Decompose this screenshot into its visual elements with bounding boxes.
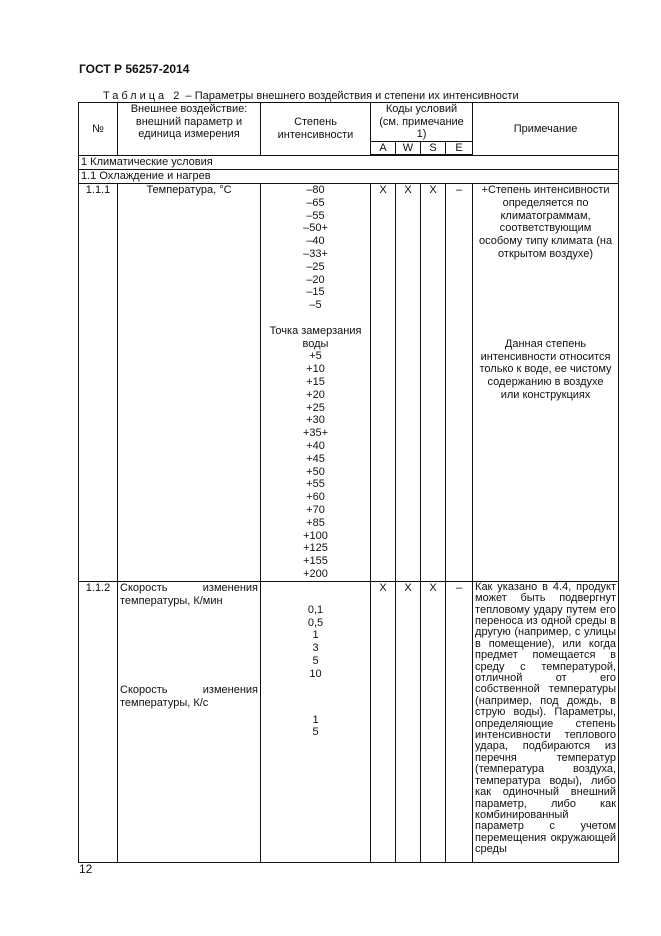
table-caption: Таблица 2 – Параметры внешнего воздейств… (103, 90, 519, 102)
row-param: Скорость изменения температуры, К/мин Ск… (117, 580, 261, 863)
table-row: 1.1.2 Скорость изменения температуры, К/… (78, 580, 620, 863)
code-w: X (395, 183, 421, 582)
caption-prefix: Таблица (103, 90, 168, 102)
col-header-degree: Степень интенсивности (260, 102, 371, 156)
note-climate: +Степень интенсивности определяется по к… (478, 184, 613, 261)
code-e: – (444, 580, 474, 863)
caption-number: 2 (173, 90, 180, 102)
row-degree: –80 –65 –55 –50+ –40 –33+ –25 –20 –15 –5… (260, 183, 371, 582)
section-row: 1.1 Охлаждение и нагрев (77, 169, 620, 185)
col-header-a: A (370, 140, 396, 157)
section-row: 1 Климатические условия (77, 154, 620, 171)
code-a: X (370, 580, 396, 863)
col-header-note: Примечание (472, 102, 620, 156)
param-rate-per-min: Скорость изменения температуры, К/мин (120, 581, 258, 607)
code-s: X (420, 580, 446, 863)
col-header-num: № (78, 102, 118, 156)
parameters-table: № Внешнее воздействие: внешний параметр … (77, 102, 620, 863)
page-number: 12 (79, 862, 93, 876)
code-w: X (395, 580, 421, 863)
col-header-codes: Коды условий (см. примечание 1) (369, 102, 474, 142)
row-param: Температура, °С (117, 183, 261, 582)
param-rate-per-sec: Скорость изменения температуры, К/с (120, 684, 258, 710)
col-header-param: Внешнее воздействие: внешний параметр и … (117, 102, 261, 156)
note-water: Данная степень интенсивности относится т… (479, 337, 612, 402)
row-note: +Степень интенсивности определяется по к… (472, 183, 620, 582)
col-header-w: W (395, 140, 421, 157)
code-a: X (370, 183, 396, 582)
row-degree: 0,1 0,5 1 3 5 10 1 5 (260, 580, 371, 863)
row-num: 1.1.2 (78, 580, 118, 863)
degree-per-sec: 1 5 (312, 713, 319, 739)
col-header-e: E (444, 140, 474, 157)
document-header: ГОСТ Р 56257-2014 (79, 62, 190, 76)
col-header-s: S (420, 140, 446, 157)
row-num: 1.1.1 (78, 183, 118, 582)
code-e: – (444, 183, 474, 582)
degree-per-min: 0,1 0,5 1 3 5 10 (307, 603, 324, 680)
row-note: Как указано в 4.4, продукт может быть по… (472, 580, 620, 863)
caption-title: – Параметры внешнего воздействия и степе… (185, 90, 519, 102)
table-row: 1.1.1 Температура, °С –80 –65 –55 –50+ –… (78, 183, 620, 582)
code-s: X (420, 183, 446, 582)
